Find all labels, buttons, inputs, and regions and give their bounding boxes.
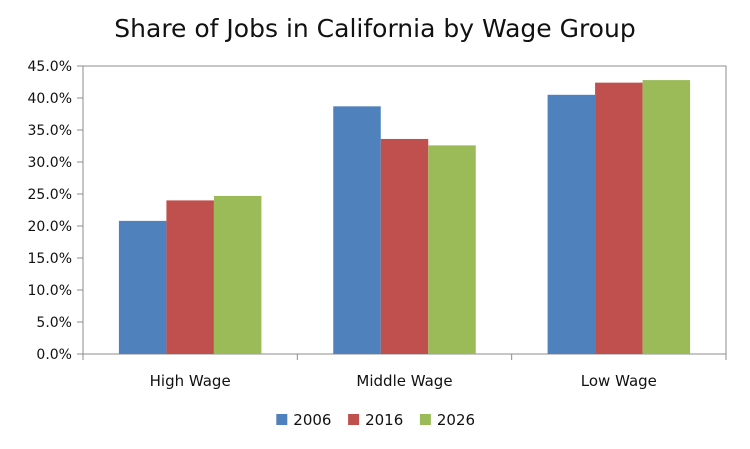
legend-label-2026: 2026 <box>437 411 475 429</box>
y-tick-label: 0.0% <box>36 347 72 363</box>
bar-2016-low-wage <box>595 82 643 354</box>
plot-area: 0.0% 5.0% 10.0% 15.0% 20.0% 25.0% 30.0% 35.0% 40… <box>28 59 727 390</box>
y-tick-label: 15.0% <box>28 251 72 267</box>
y-tick-label: 5.0% <box>36 315 72 331</box>
bar-2006-high-wage <box>118 220 167 354</box>
legend-swatch-2026 <box>419 414 431 425</box>
legend-swatch-2016 <box>348 414 360 425</box>
y-tick-label: 25.0% <box>28 187 72 203</box>
y-tick-label: 10.0% <box>28 283 72 299</box>
bar-2006-low-wage <box>547 94 596 355</box>
bar-2006-middle-wage <box>333 106 381 354</box>
legend-label-2006: 2006 <box>293 411 331 429</box>
x-category-label: Low Wage <box>581 372 657 390</box>
legend-label-2016: 2016 <box>365 411 403 429</box>
bar-2016-middle-wage <box>380 138 429 354</box>
x-category-label: High Wage <box>150 372 231 390</box>
bar-2026-low-wage <box>642 80 691 354</box>
bar-2026-high-wage <box>213 195 262 354</box>
x-category-label: Middle Wage <box>356 372 452 390</box>
y-tick-label: 40.0% <box>28 91 72 107</box>
y-tick-label: 35.0% <box>28 123 72 139</box>
y-tick-label: 45.0% <box>28 59 72 75</box>
bar-2026-middle-wage <box>428 145 476 354</box>
legend: 2006 2016 2026 <box>276 411 475 429</box>
bar-2016-high-wage <box>166 200 214 354</box>
legend-swatch-2006 <box>276 414 288 425</box>
y-tick-label: 20.0% <box>28 219 72 235</box>
chart-title: Share of Jobs in California by Wage Grou… <box>114 14 635 43</box>
y-tick-label: 30.0% <box>28 155 72 171</box>
